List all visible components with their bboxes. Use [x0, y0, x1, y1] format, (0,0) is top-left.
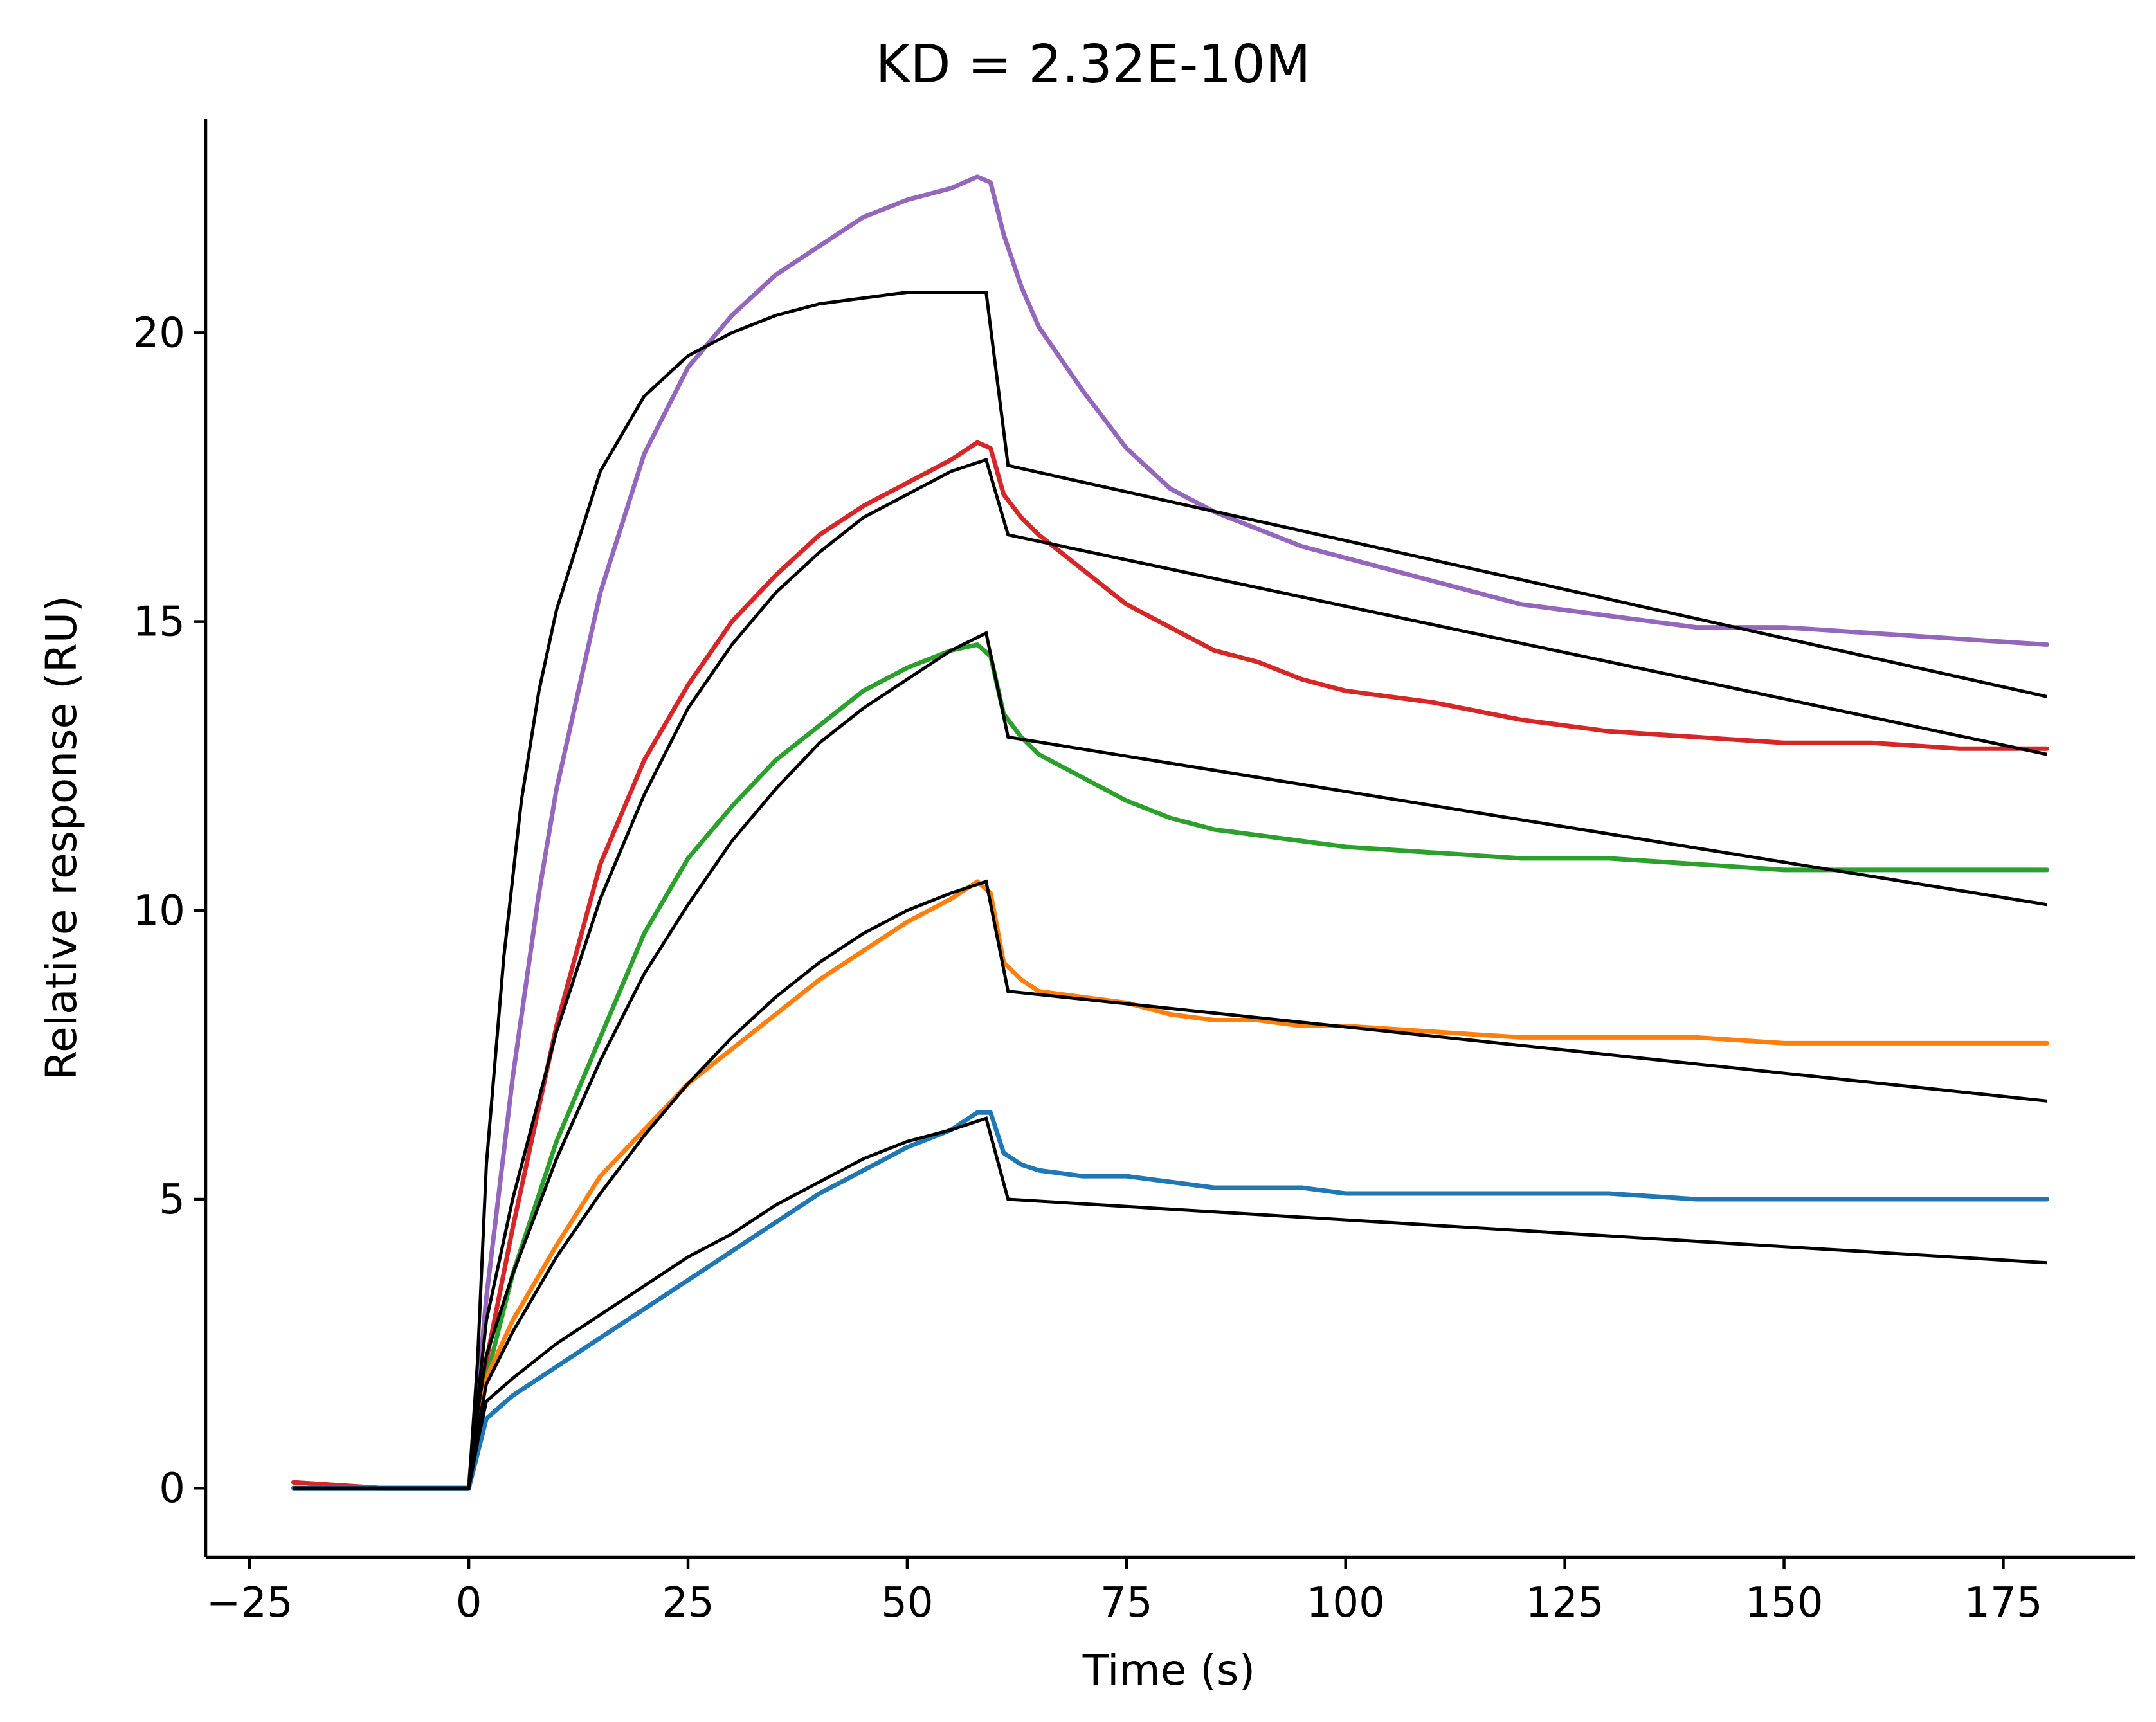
x-tick-label: 150 — [1744, 1579, 1823, 1627]
fit-purple-line — [293, 291, 2048, 1490]
chart-title: KD = 2.32E-10M — [876, 34, 1311, 95]
fit-red-line — [293, 457, 2048, 1490]
fit-orange-line — [293, 879, 2047, 1490]
series-line-blue — [291, 1110, 2050, 1491]
x-tick-label: −25 — [206, 1579, 293, 1627]
y-tick-label: 15 — [133, 599, 185, 646]
x-axis-ticks: −25 0 25 50 75 100 125 150 175 — [206, 1557, 2043, 1627]
series-line-purple — [291, 174, 2050, 1491]
x-axis-label: Time (s) — [1082, 1645, 1255, 1695]
fit-blue-line — [293, 1116, 2047, 1490]
plot-area — [291, 174, 2050, 1491]
x-tick-label: 125 — [1526, 1579, 1604, 1627]
x-tick-label: 75 — [1100, 1579, 1152, 1627]
y-tick-label: 10 — [133, 887, 185, 935]
x-tick-label: 25 — [662, 1579, 714, 1627]
x-tick-label: 50 — [881, 1579, 933, 1627]
series-line-red — [291, 440, 2050, 1491]
fit-green-line — [293, 630, 2047, 1490]
x-tick-label: 175 — [1964, 1579, 2042, 1627]
y-axis-label: Relative response (RU) — [37, 595, 86, 1080]
y-tick-label: 5 — [159, 1176, 185, 1224]
y-tick-label: 20 — [133, 309, 185, 357]
x-tick-label: 0 — [456, 1579, 482, 1627]
y-tick-label: 0 — [159, 1465, 185, 1512]
y-axis-ticks: 0 5 10 15 20 — [133, 309, 206, 1512]
x-tick-label: 100 — [1307, 1579, 1385, 1627]
